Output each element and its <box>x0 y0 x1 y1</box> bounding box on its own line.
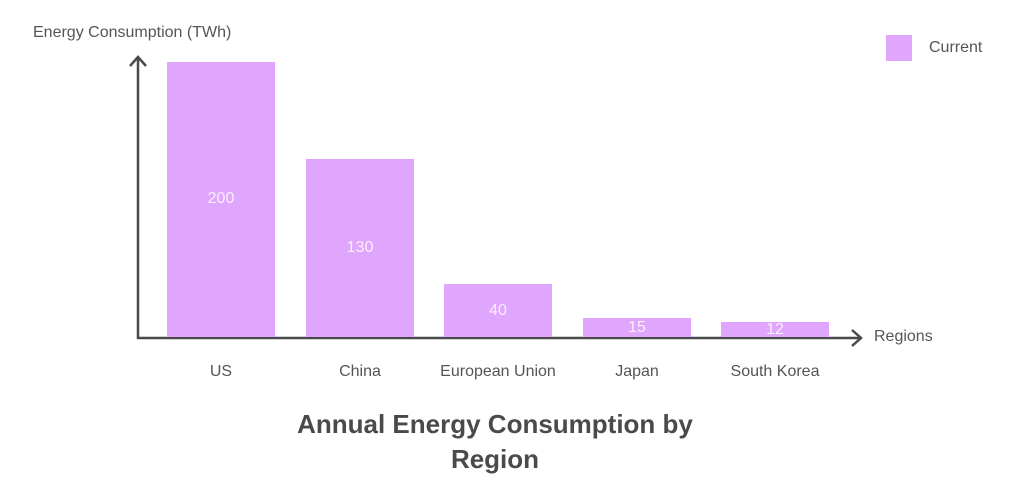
bar-value: 15 <box>628 319 646 336</box>
y-axis-label: Energy Consumption (TWh) <box>33 24 232 41</box>
bar-european-union: 40 <box>444 284 552 337</box>
bar-value: 200 <box>207 190 235 207</box>
x-axis-arrow-icon <box>851 329 863 347</box>
bar-value: 40 <box>489 302 507 319</box>
y-axis-arrow-icon <box>129 55 147 67</box>
bar-japan: 15 <box>583 318 691 337</box>
bar-south-korea: 12 <box>721 321 829 338</box>
chart-title-line-1: Annual Energy Consumption by <box>297 409 693 439</box>
chart-title-line-2: Region <box>450 444 540 474</box>
bar-china: 130 <box>306 159 414 337</box>
category-label-china: China <box>339 363 381 380</box>
category-label-us: US <box>209 363 233 380</box>
chart-title: Annual Energy Consumption by Region <box>0 407 990 477</box>
bar-value: 12 <box>766 321 784 338</box>
legend-label: Current <box>929 39 983 56</box>
category-label-south-korea: South Korea <box>730 363 820 380</box>
x-axis-label: Regions <box>874 328 933 345</box>
legend: Current <box>886 35 982 61</box>
category-label-japan: Japan <box>615 363 659 380</box>
bar-us: 200 <box>167 62 275 337</box>
bar-value: 130 <box>346 239 374 256</box>
category-label-european-union: European Union <box>440 363 556 380</box>
legend-swatch <box>886 35 912 61</box>
